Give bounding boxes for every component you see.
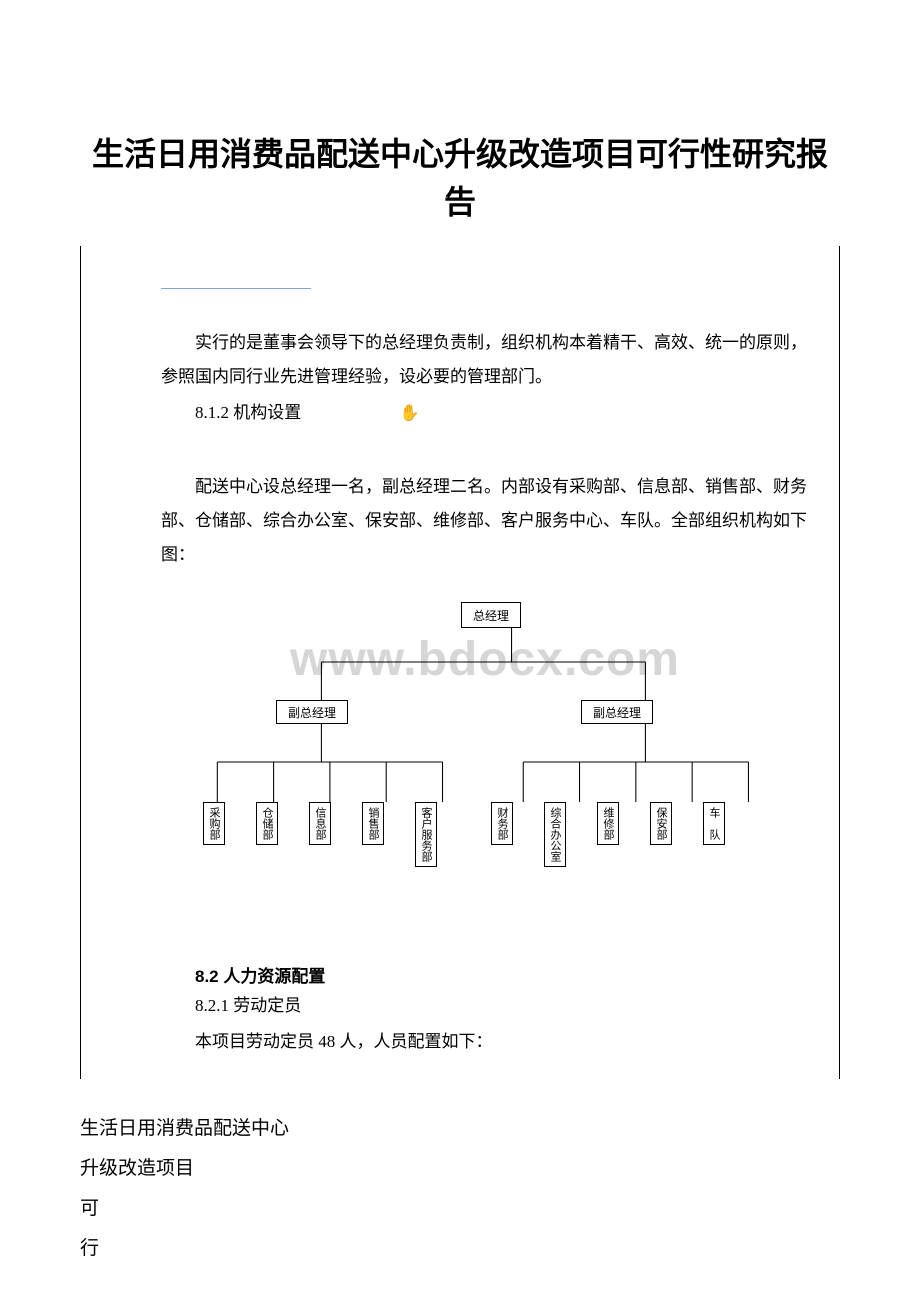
section-8-2-heading: 8.2 人力资源配置 — [161, 962, 809, 987]
org-node-dept-info: 信息部 — [309, 802, 331, 845]
org-node-deputy-right: 副总经理 — [581, 700, 653, 724]
org-node-dept-sales: 销售部 — [362, 802, 384, 845]
org-node-deputy-left: 副总经理 — [276, 700, 348, 724]
org-node-gm: 总经理 — [461, 602, 521, 628]
document-title: 生活日用消费品配送中心升级改造项目可行性研究报告 — [80, 130, 840, 226]
footer-line-3: 可 — [80, 1189, 840, 1229]
org-node-dept-warehouse: 仓储部 — [256, 802, 278, 845]
section-8-1-2-heading: 8.1.2 机构设置 ✋ — [161, 396, 809, 430]
section-8-2-1-label: 8.2.1 劳动定员 — [161, 989, 809, 1023]
paragraph-8-1-2: 配送中心设总经理一名，副总经理二名。内部设有采购部、信息部、销售部、财务部、仓储… — [161, 470, 809, 572]
org-node-dept-finance: 财务部 — [491, 802, 513, 845]
footer-line-4: 行 — [80, 1229, 840, 1269]
org-node-dept-fleet: 车 队 — [703, 802, 725, 845]
section-8-2-1-text: 本项目劳动定员 48 人，人员配置如下： — [161, 1025, 809, 1059]
paragraph-8-1-1: 实行的是董事会领导下的总经理负责制，组织机构本着精干、高效、统一的原则，参照国内… — [161, 326, 809, 394]
footer-line-2: 升级改造项目 — [80, 1149, 840, 1189]
embedded-content-box: 实行的是董事会领导下的总经理负责制，组织机构本着精干、高效、统一的原则，参照国内… — [80, 246, 840, 1079]
org-node-dept-maintenance: 维修部 — [597, 802, 619, 845]
org-node-dept-admin-office: 综合办公室 — [544, 802, 566, 867]
org-chart: www.bdocx.com — [161, 602, 809, 942]
footer-block: 生活日用消费品配送中心 升级改造项目 可 行 — [80, 1109, 840, 1269]
hand-cursor-icon: ✋ — [366, 398, 420, 430]
org-node-dept-customer-service: 客户服务部 — [415, 802, 437, 867]
org-node-dept-purchasing: 采购部 — [203, 802, 225, 845]
footer-line-1: 生活日用消费品配送中心 — [80, 1109, 840, 1149]
section-8-1-2-label: 8.1.2 机构设置 — [195, 403, 301, 422]
org-chart-lines — [161, 602, 809, 942]
org-node-dept-security: 保安部 — [650, 802, 672, 845]
